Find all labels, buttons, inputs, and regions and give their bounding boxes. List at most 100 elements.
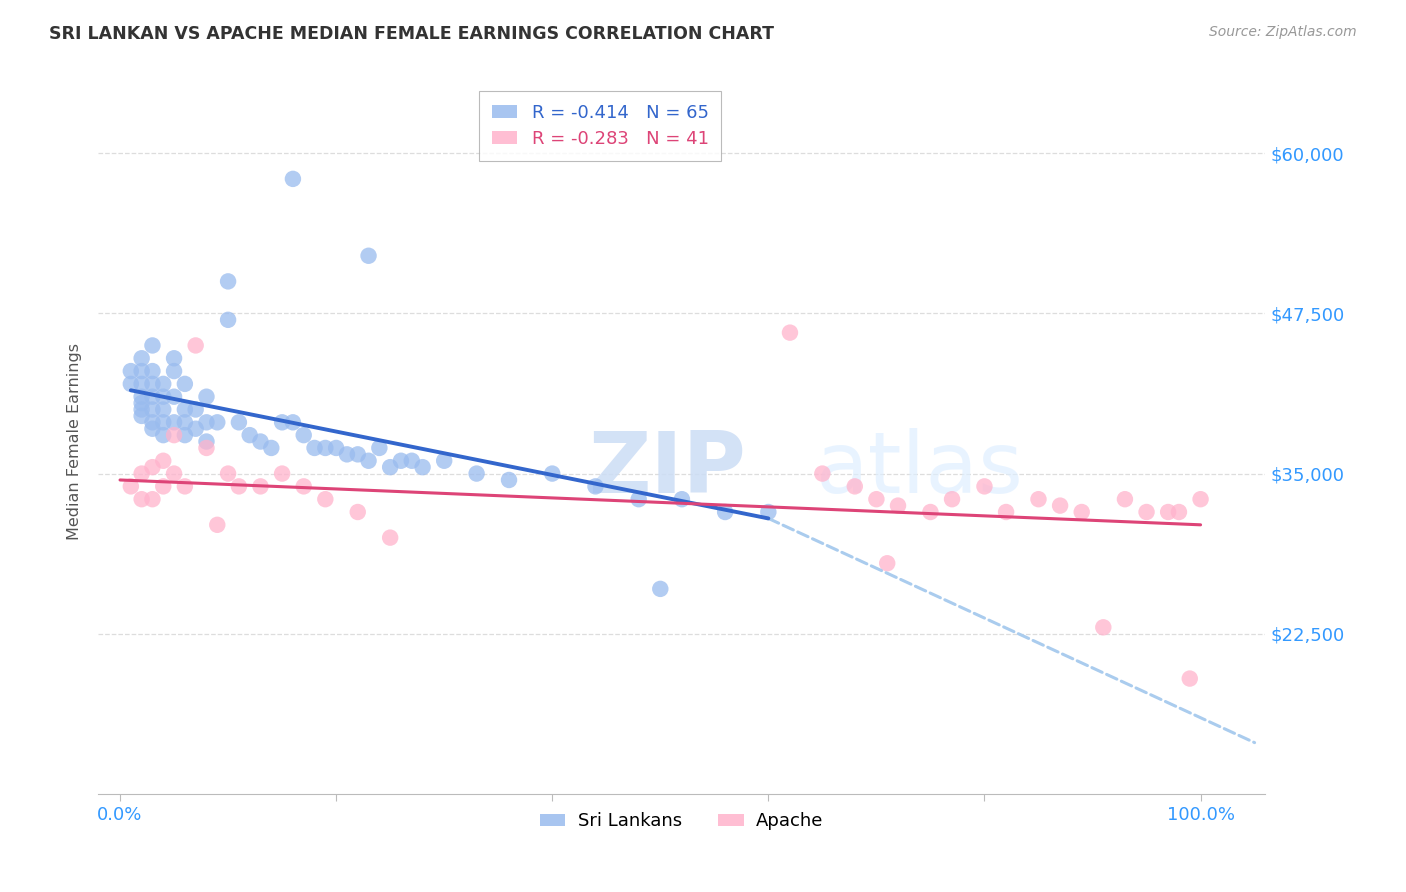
Point — [131, 467, 153, 481]
Point — [260, 441, 283, 455]
Point — [131, 402, 153, 417]
Point — [378, 460, 402, 475]
Point — [465, 467, 488, 481]
Point — [131, 351, 153, 366]
Point — [141, 415, 163, 429]
Point — [141, 390, 163, 404]
Point — [152, 390, 174, 404]
Point — [714, 505, 737, 519]
Point — [281, 415, 304, 429]
Point — [184, 402, 207, 417]
Point — [412, 460, 434, 475]
Text: atlas: atlas — [815, 428, 1024, 511]
Point — [120, 479, 142, 493]
Point — [650, 582, 672, 596]
Point — [346, 447, 368, 461]
Point — [627, 492, 650, 507]
Point — [195, 441, 218, 455]
Point — [249, 479, 271, 493]
Point — [228, 479, 250, 493]
Point — [756, 505, 779, 519]
Point — [152, 376, 174, 391]
Point — [973, 479, 995, 493]
Point — [292, 428, 315, 442]
Text: ZIP: ZIP — [589, 428, 747, 511]
Point — [541, 467, 564, 481]
Point — [1114, 492, 1136, 507]
Point — [1028, 492, 1050, 507]
Legend: Sri Lankans, Apache: Sri Lankans, Apache — [533, 805, 831, 838]
Point — [1157, 505, 1180, 519]
Point — [163, 390, 186, 404]
Point — [378, 531, 402, 545]
Point — [357, 249, 380, 263]
Text: SRI LANKAN VS APACHE MEDIAN FEMALE EARNINGS CORRELATION CHART: SRI LANKAN VS APACHE MEDIAN FEMALE EARNI… — [49, 25, 775, 43]
Point — [811, 467, 834, 481]
Point — [131, 364, 153, 378]
Point — [1135, 505, 1157, 519]
Point — [401, 454, 423, 468]
Point — [173, 428, 195, 442]
Point — [163, 467, 186, 481]
Point — [336, 447, 359, 461]
Point — [131, 409, 153, 423]
Point — [163, 364, 186, 378]
Point — [131, 492, 153, 507]
Point — [271, 415, 294, 429]
Point — [141, 460, 163, 475]
Point — [995, 505, 1018, 519]
Point — [173, 402, 195, 417]
Point — [163, 428, 186, 442]
Point — [152, 479, 174, 493]
Point — [131, 396, 153, 410]
Point — [207, 415, 229, 429]
Point — [195, 390, 218, 404]
Point — [1168, 505, 1191, 519]
Point — [292, 479, 315, 493]
Y-axis label: Median Female Earnings: Median Female Earnings — [67, 343, 83, 540]
Point — [346, 505, 368, 519]
Point — [271, 467, 294, 481]
Point — [173, 415, 195, 429]
Point — [131, 390, 153, 404]
Point — [876, 556, 898, 570]
Point — [120, 376, 142, 391]
Point — [141, 422, 163, 436]
Point — [141, 492, 163, 507]
Point — [184, 422, 207, 436]
Point — [152, 402, 174, 417]
Point — [195, 434, 218, 449]
Point — [779, 326, 801, 340]
Point — [152, 415, 174, 429]
Point — [368, 441, 391, 455]
Point — [173, 479, 195, 493]
Point — [865, 492, 887, 507]
Point — [314, 441, 336, 455]
Point — [941, 492, 963, 507]
Point — [141, 364, 163, 378]
Point — [325, 441, 347, 455]
Point — [433, 454, 456, 468]
Point — [1189, 492, 1212, 507]
Point — [1049, 499, 1071, 513]
Point — [163, 415, 186, 429]
Point — [141, 376, 163, 391]
Point — [217, 313, 239, 327]
Point — [314, 492, 336, 507]
Point — [1092, 620, 1115, 634]
Point — [389, 454, 412, 468]
Point — [1178, 672, 1201, 686]
Point — [281, 172, 304, 186]
Point — [887, 499, 910, 513]
Point — [357, 454, 380, 468]
Point — [304, 441, 326, 455]
Point — [207, 517, 229, 532]
Point — [249, 434, 271, 449]
Point — [141, 338, 163, 352]
Point — [498, 473, 520, 487]
Point — [585, 479, 607, 493]
Point — [152, 454, 174, 468]
Point — [195, 415, 218, 429]
Point — [671, 492, 693, 507]
Point — [217, 467, 239, 481]
